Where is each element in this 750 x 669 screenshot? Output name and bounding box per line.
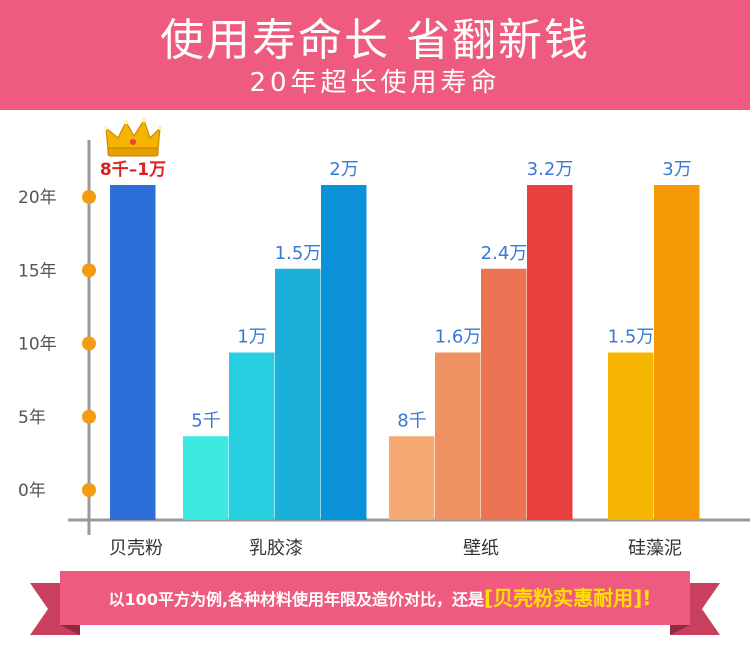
y-tick-label: 5年: [18, 408, 46, 428]
footer-ribbon: [0, 565, 750, 665]
bar-value-label: 8千: [397, 410, 426, 431]
bar-乳胶漆: [275, 268, 321, 520]
category-label: 乳胶漆: [249, 538, 303, 559]
y-tick-dot: [82, 336, 96, 351]
bar-value-label: 2.4万: [481, 243, 528, 264]
bar-硅藻泥: [608, 352, 654, 520]
y-tick-dot: [82, 483, 96, 497]
footer-text: 以100平方为例,各种材料使用年限及造价对比，还是[贝壳粉实惠耐用]!: [70, 572, 690, 624]
header-banner: 使用寿命长 省翻新钱 20年超长使用寿命: [0, 0, 750, 110]
page-title: 使用寿命长 省翻新钱: [160, 15, 590, 66]
y-tick-label: 10年: [18, 335, 57, 355]
crown-icon: [104, 117, 162, 157]
y-tick-label: 20年: [18, 188, 57, 208]
y-tick-dot: [82, 190, 96, 204]
category-label: 壁纸: [463, 538, 499, 559]
footer-text-prefix: 以100平方为例,各种材料使用年限及造价对比，还是: [108, 590, 485, 609]
bar-乳胶漆: [229, 352, 275, 520]
bar-壁纸: [435, 352, 481, 520]
footer-text-highlight: [贝壳粉实惠耐用]!: [484, 586, 652, 610]
bar-硅藻泥: [654, 185, 700, 520]
bar-value-label: 1.5万: [608, 327, 655, 348]
y-tick-label: 0年: [18, 481, 46, 501]
bar-value-label: 2万: [329, 159, 358, 180]
bar-乳胶漆: [183, 436, 229, 520]
bar-壁纸: [527, 185, 573, 520]
bar-壁纸: [481, 268, 527, 520]
bar-value-label: 3.2万: [527, 159, 574, 180]
y-tick-dot: [82, 263, 96, 278]
bar-乳胶漆: [321, 185, 367, 520]
category-label: 贝壳粉: [109, 538, 163, 559]
bar-贝壳粉: [110, 185, 156, 520]
bar-value-label: 3万: [662, 159, 691, 180]
page-subtitle: 20年超长使用寿命: [249, 68, 501, 98]
category-label: 硅藻泥: [628, 538, 682, 559]
bar-value-label: 1.5万: [275, 243, 322, 264]
bar-壁纸: [389, 436, 435, 520]
y-tick-dot: [82, 409, 96, 424]
bar-value-label: 1.6万: [435, 327, 482, 348]
bar-value-label: 5千: [191, 410, 220, 431]
y-tick-label: 15年: [18, 261, 57, 281]
bar-value-label: 1万: [237, 327, 266, 348]
bar-value-label: 8千–1万: [100, 160, 166, 180]
